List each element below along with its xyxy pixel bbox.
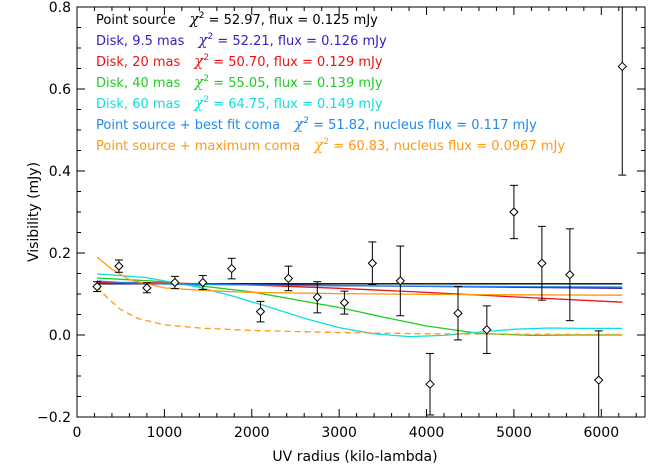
data-point — [226, 263, 237, 274]
legend-entry: Point source + maximum coma χ2 = 60.83, n… — [96, 136, 565, 154]
data-point — [565, 270, 575, 280]
legend-entry: Disk, 40 mas χ2 = 55.05, flux = 0.139 mJy — [96, 73, 383, 91]
model-curve-7 — [96, 286, 623, 336]
legend-stats: = 52.97, flux = 0.125 mJy — [204, 13, 378, 28]
model-curve-6 — [96, 256, 623, 296]
legend-stats: = 55.05, flux = 0.139 mJy — [209, 76, 383, 91]
y-tick-label: 0.0 — [49, 328, 71, 344]
x-tick-label: 5000 — [496, 425, 532, 441]
y-axis-label: Visibility (mJy) — [26, 162, 42, 262]
y-tick-label: 0.8 — [49, 0, 71, 16]
data-point — [453, 308, 463, 318]
legend-entry: Disk, 20 mas χ2 = 50.70, flux = 0.129 mJy — [96, 52, 383, 70]
data-point — [617, 61, 627, 72]
legend-entry: Disk, 60 mas χ2 = 64.75, flux = 0.149 mJy — [96, 94, 383, 112]
legend-name: Point source + maximum coma — [96, 139, 300, 154]
y-tick-label: −0.2 — [37, 410, 71, 426]
data-point — [283, 273, 294, 284]
data-point — [339, 297, 350, 308]
model-curve-5 — [97, 280, 623, 288]
legend-name: Disk, 9.5 mas — [96, 34, 185, 49]
model-curves — [96, 256, 623, 338]
data-point — [198, 277, 208, 288]
legend-entry: Disk, 9.5 mas χ2 = 52.21, flux = 0.126 mJ… — [96, 31, 387, 49]
data-point — [312, 292, 323, 302]
data-point — [142, 283, 152, 293]
y-tick-label: 0.4 — [49, 164, 71, 180]
legend-stats: = 60.83, nucleus flux = 0.0967 mJy — [329, 139, 565, 154]
model-curve-2 — [97, 281, 623, 303]
legend-name: Point source — [96, 13, 176, 28]
x-tick-label: 6000 — [583, 425, 619, 441]
data-point — [92, 281, 102, 292]
legend: Point source χ2 = 52.97, flux = 0.125 mJy… — [96, 10, 565, 154]
x-tick-label: 3000 — [321, 425, 357, 441]
legend-stats: = 51.82, nucleus flux = 0.117 mJy — [309, 118, 537, 133]
legend-name: Disk, 20 mas — [96, 55, 180, 70]
legend-stats: = 52.21, flux = 0.126 mJy — [213, 34, 387, 49]
legend-name: Disk, 40 mas — [96, 76, 180, 91]
axis-ticks: 0 1000 2000 3000 4000 5000 6000 −0.2 0.0 0.2 0.4 0.… — [37, 0, 645, 441]
legend-stats: = 64.75, flux = 0.149 mJy — [209, 97, 383, 112]
legend-entry: Point source χ2 = 52.97, flux = 0.125 mJy — [96, 10, 378, 28]
observation-points — [92, 7, 627, 417]
data-point — [367, 258, 378, 268]
data-point — [395, 276, 406, 286]
x-tick-label: 1000 — [147, 425, 183, 441]
x-tick-label: 2000 — [234, 425, 270, 441]
data-point — [255, 306, 266, 317]
legend-name: Point source + best fit coma — [96, 118, 280, 133]
data-point — [482, 324, 492, 335]
x-tick-label: 0 — [73, 425, 82, 441]
y-tick-label: 0.2 — [49, 246, 71, 262]
data-point — [114, 261, 124, 271]
x-axis-label: UV radius (kilo-lambda) — [272, 449, 437, 465]
model-curve-3 — [97, 277, 623, 337]
data-point — [425, 379, 435, 389]
legend-name: Disk, 60 mas — [96, 97, 180, 112]
legend-entry: Point source + best fit coma χ2 = 51.82, … — [96, 115, 537, 133]
data-point — [537, 258, 547, 268]
y-tick-label: 0.6 — [49, 82, 71, 98]
x-tick-label: 4000 — [409, 425, 445, 441]
data-point — [509, 207, 519, 217]
data-point — [593, 375, 604, 385]
data-point — [170, 277, 180, 288]
legend-stats: = 50.70, flux = 0.129 mJy — [209, 55, 383, 70]
